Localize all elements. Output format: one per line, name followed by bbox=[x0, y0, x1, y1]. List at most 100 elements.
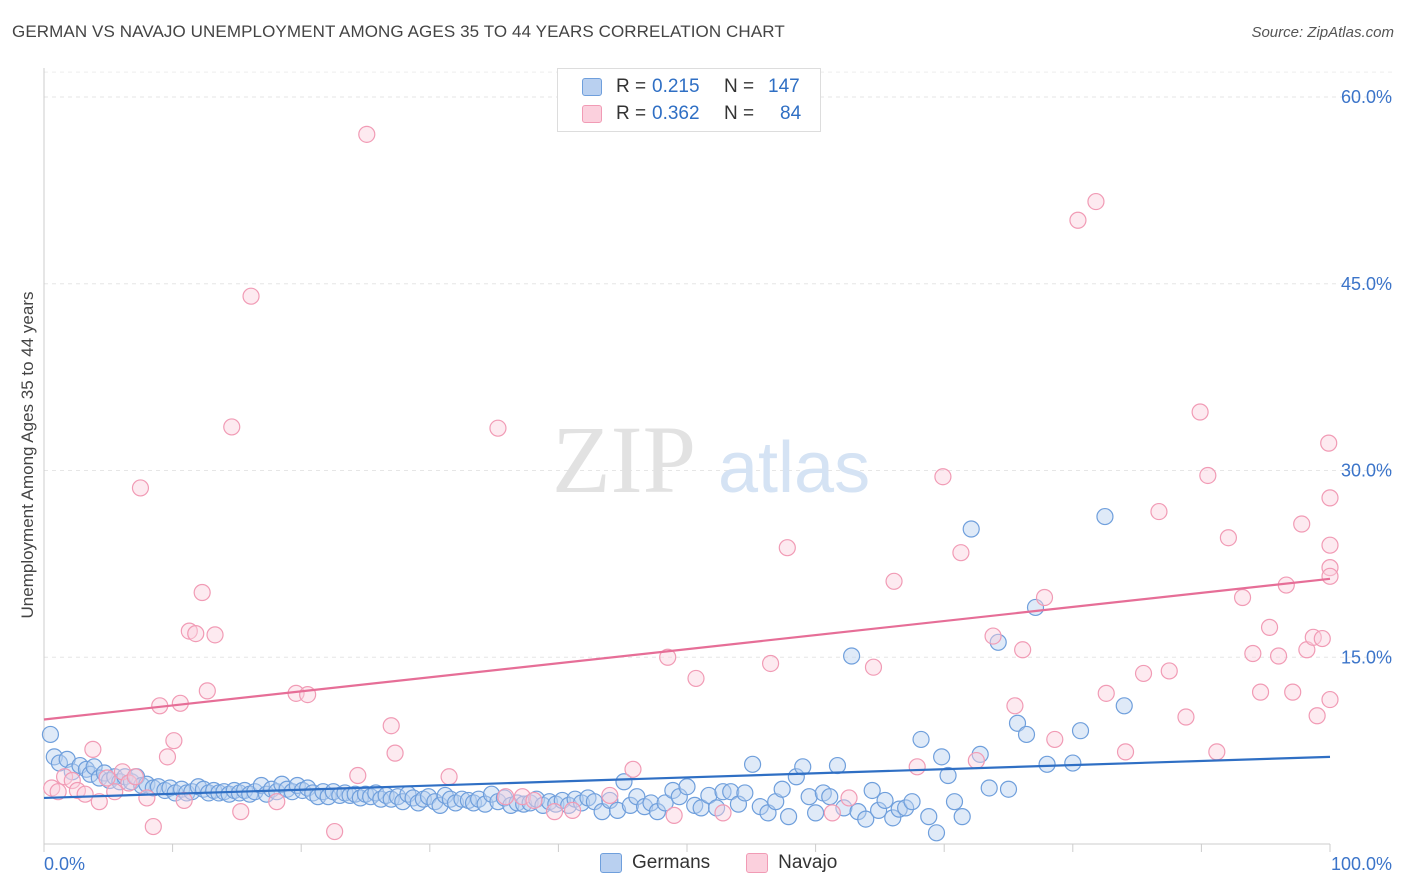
x-tick-label: 0.0% bbox=[44, 854, 85, 874]
germans-point bbox=[1064, 754, 1082, 772]
navajo-point bbox=[206, 626, 224, 644]
legend-row-navajo: R = 0.362 N = 84 bbox=[582, 102, 801, 126]
germans-point bbox=[736, 784, 754, 802]
legend-r-value-navajo: 0.362 bbox=[652, 103, 700, 124]
navajo-point bbox=[1269, 647, 1288, 665]
navajo-point bbox=[1134, 664, 1153, 683]
navajo-point bbox=[1177, 708, 1195, 726]
germans-point bbox=[722, 783, 740, 801]
navajo-point bbox=[90, 793, 108, 811]
navajo-point bbox=[1116, 743, 1135, 761]
navajo-point bbox=[525, 791, 543, 810]
germans-point bbox=[999, 780, 1018, 798]
legend-item-germans: Germans bbox=[600, 852, 710, 874]
navajo-point bbox=[232, 803, 250, 821]
germans-point bbox=[1038, 755, 1056, 773]
navajo-point bbox=[864, 658, 883, 676]
germans-point bbox=[476, 795, 494, 813]
navajo-point bbox=[761, 654, 780, 673]
germans-point bbox=[897, 799, 915, 817]
y-tick-labels: 15.0% 30.0% 45.0% 60.0% bbox=[1341, 87, 1392, 667]
y-axis-label: Unemployment Among Ages 35 to 44 years bbox=[18, 291, 37, 619]
germans-point bbox=[912, 730, 930, 749]
navajo-point bbox=[952, 544, 970, 562]
navajo-point bbox=[1069, 211, 1087, 229]
legend-swatch-germans bbox=[600, 853, 622, 873]
chart-title: GERMAN VS NAVAJO UNEMPLOYMENT AMONG AGES… bbox=[12, 22, 785, 41]
legend-n-label: N = bbox=[724, 76, 755, 97]
navajo-point bbox=[1313, 629, 1331, 648]
germans-point bbox=[843, 647, 861, 665]
germans-point bbox=[615, 773, 633, 791]
germans-point bbox=[863, 781, 881, 800]
navajo-point bbox=[120, 774, 138, 792]
navajo-point bbox=[1219, 529, 1238, 547]
trend-lines bbox=[43, 577, 1331, 800]
navajo-point bbox=[268, 793, 286, 811]
navajo-point bbox=[1304, 628, 1322, 646]
germans-point bbox=[806, 804, 825, 822]
germans-point bbox=[980, 779, 998, 797]
navajo-trend-line bbox=[43, 577, 1331, 721]
navajo-point bbox=[563, 801, 582, 819]
navajo-point bbox=[687, 669, 705, 688]
navajo-point bbox=[1150, 502, 1168, 521]
correlation-legend: R = 0.215 N = 147 R = 0.362 N = 84 bbox=[557, 68, 821, 132]
series-legend: Germans Navajo bbox=[600, 852, 873, 874]
navajo-point bbox=[1006, 697, 1024, 715]
navajo-point bbox=[1208, 743, 1226, 761]
germans-point bbox=[1017, 725, 1036, 744]
navajo-point bbox=[1233, 588, 1252, 607]
germans-point bbox=[828, 756, 847, 775]
navajo-point bbox=[1087, 192, 1105, 211]
navajo-point bbox=[440, 768, 458, 786]
germans-point bbox=[962, 520, 980, 538]
germans-point bbox=[1115, 697, 1133, 715]
navajo-point bbox=[1320, 434, 1338, 452]
germans-point bbox=[608, 801, 627, 819]
navajo-point bbox=[84, 740, 102, 758]
navajo-point bbox=[138, 789, 156, 807]
navajo-point bbox=[1284, 683, 1302, 701]
germans-point bbox=[1008, 714, 1027, 732]
navajo-point bbox=[908, 758, 926, 776]
navajo-points bbox=[43, 125, 1339, 841]
germans-point bbox=[642, 794, 660, 812]
germans-point bbox=[927, 824, 946, 842]
germans-point bbox=[678, 778, 696, 796]
navajo-point bbox=[659, 648, 677, 666]
x-tick-label: 100.0% bbox=[1331, 854, 1392, 874]
watermark: ZIP atlas bbox=[552, 406, 870, 513]
navajo-point bbox=[1251, 683, 1270, 701]
navajo-point bbox=[1321, 567, 1339, 585]
navajo-point bbox=[1046, 730, 1064, 749]
germans-point bbox=[857, 810, 875, 828]
germans-point bbox=[876, 791, 894, 810]
germans-point bbox=[800, 788, 818, 806]
navajo-point bbox=[1199, 466, 1217, 485]
navajo-point bbox=[823, 804, 841, 822]
gridlines bbox=[44, 71, 1392, 658]
legend-r-label: R = bbox=[616, 76, 647, 97]
navajo-point bbox=[358, 125, 376, 143]
navajo-point bbox=[98, 769, 116, 787]
navajo-point bbox=[1321, 489, 1339, 507]
navajo-point bbox=[1321, 690, 1339, 709]
germans-point bbox=[920, 808, 938, 826]
navajo-point bbox=[165, 732, 183, 750]
navajo-point bbox=[242, 287, 260, 305]
legend-item-navajo: Navajo bbox=[746, 852, 837, 874]
y-tick-label: 60.0% bbox=[1341, 87, 1392, 107]
navajo-point bbox=[1293, 515, 1311, 533]
germans-point bbox=[794, 758, 812, 776]
navajo-point bbox=[1321, 536, 1339, 554]
legend-n-label: N = bbox=[724, 103, 755, 124]
y-tick-label: 45.0% bbox=[1341, 274, 1392, 294]
germans-point bbox=[743, 755, 762, 773]
navajo-point bbox=[665, 806, 683, 824]
navajo-point bbox=[1260, 618, 1279, 636]
germans-point bbox=[656, 794, 674, 812]
navajo-point bbox=[840, 789, 858, 807]
germans-trend-line bbox=[43, 755, 1331, 800]
